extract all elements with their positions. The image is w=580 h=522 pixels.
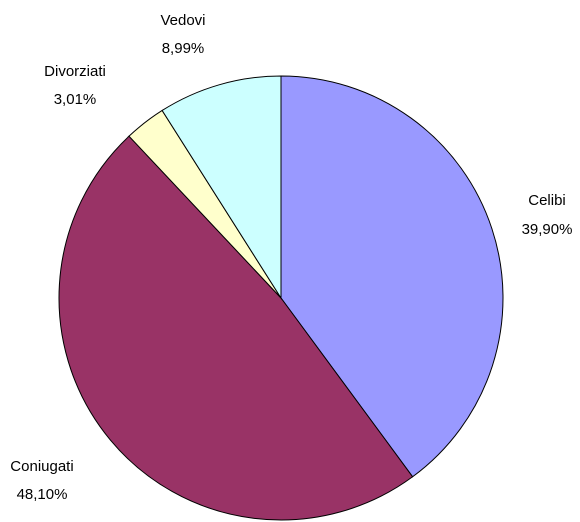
- slice-value-label: 8,99%: [162, 40, 205, 57]
- slice-value-label: 48,10%: [17, 486, 68, 503]
- slice-value-label: 3,01%: [54, 91, 97, 108]
- pie-slice: [161, 75, 282, 300]
- slice-label: Coniugati: [10, 458, 73, 475]
- slice-label: Vedovi: [160, 12, 205, 29]
- slice-label: Divorziati: [44, 63, 106, 80]
- pie-slice: [280, 75, 504, 478]
- pie-slice: [58, 135, 414, 521]
- slice-label: Celibi: [528, 192, 566, 209]
- slice-value-label: 39,90%: [522, 221, 573, 238]
